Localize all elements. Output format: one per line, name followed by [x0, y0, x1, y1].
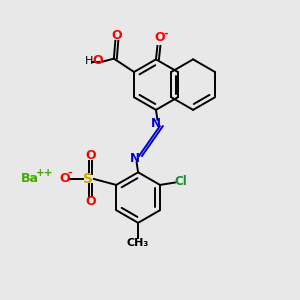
Text: O: O [59, 172, 70, 184]
Text: Cl: Cl [174, 175, 187, 188]
Text: O: O [85, 195, 96, 208]
Text: N: N [130, 152, 140, 165]
Text: O: O [112, 29, 122, 42]
Text: S: S [83, 172, 93, 186]
Text: Ba: Ba [21, 172, 39, 184]
Text: ++: ++ [36, 168, 54, 178]
Text: CH₃: CH₃ [127, 238, 149, 248]
Text: H: H [84, 56, 93, 66]
Text: O: O [92, 54, 103, 67]
Text: O: O [154, 31, 165, 44]
Text: N: N [151, 117, 161, 130]
Text: -: - [68, 167, 72, 177]
Text: -: - [164, 28, 168, 38]
Text: O: O [85, 149, 96, 162]
